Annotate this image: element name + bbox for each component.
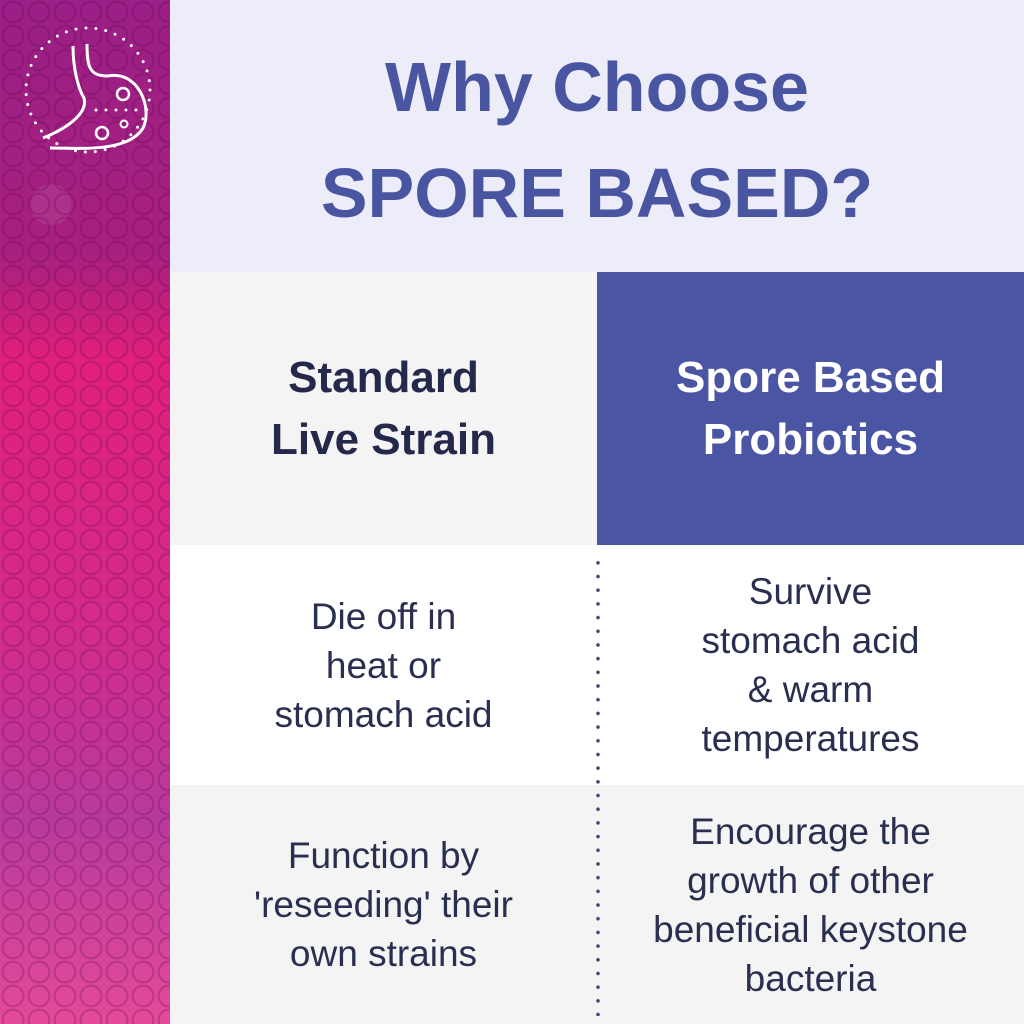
cell-line: bacteria (744, 957, 877, 999)
header: Why Choose SPORE BASED? (170, 0, 1024, 272)
decorative-texture-strip (0, 0, 170, 1024)
row2-standard-cell: Function by 'reseeding' their own strain… (170, 785, 597, 1024)
row1-spore-cell: Survive stomach acid & warm temperatures (597, 545, 1024, 785)
stomach-icon (24, 26, 152, 154)
row1-standard-cell: Die off in heat or stomach acid (170, 545, 597, 785)
cell-line: Survive (748, 571, 873, 612)
cell-line: stomach acid (701, 620, 920, 661)
cell-line: & warm (747, 669, 874, 710)
heading-line: Spore Based (676, 352, 945, 402)
heading-line: Standard (288, 352, 479, 402)
cell-line: Die off in (310, 595, 457, 637)
cell-line: 'reseeding' their (254, 884, 513, 925)
cell-line: Function by (287, 835, 480, 876)
row2-spore-cell: Encourage the growth of other beneficial… (597, 785, 1024, 1024)
cell-line: beneficial keystone (653, 908, 968, 950)
column-heading-spore: Spore Based Probiotics (597, 272, 1024, 545)
dotted-divider (596, 556, 600, 1016)
column-heading-standard: Standard Live Strain (170, 272, 597, 545)
cell-line: temperatures (701, 718, 920, 759)
cell-line: stomach acid (274, 693, 493, 735)
cell-line: Encourage the (690, 810, 931, 852)
page-title-line2: SPORE BASED? (320, 154, 874, 232)
page-title-line1: Why Choose (385, 48, 809, 126)
cell-texture (0, 0, 170, 1024)
cell-line: heat or (325, 644, 442, 686)
cell-line: growth of other (687, 859, 934, 901)
heading-line: Probiotics (702, 414, 919, 464)
cell-line: own strains (289, 933, 478, 974)
heading-line: Live Strain (271, 414, 496, 464)
